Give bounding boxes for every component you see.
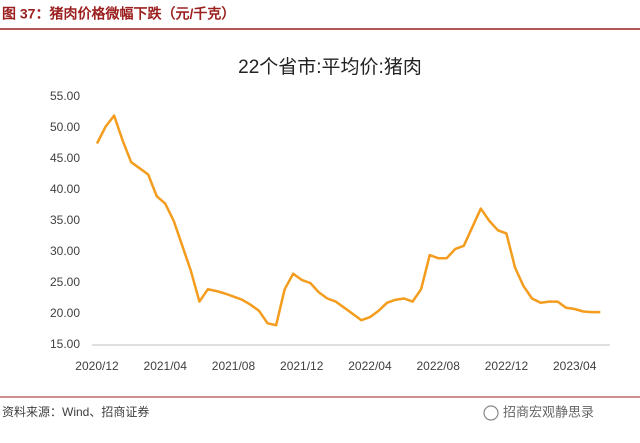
- y-tick-label: 35.00: [50, 213, 80, 227]
- x-tick-label: 2023/04: [553, 359, 597, 373]
- line-series: [95, 114, 601, 327]
- figure-header: 图 37：猪肉价格微幅下跌（元/千克）: [2, 6, 235, 22]
- y-tick-label: 30.00: [50, 244, 80, 258]
- watermark-icon: [483, 405, 499, 421]
- x-tick-label: 2020/12: [75, 359, 119, 373]
- y-tick-label: 50.00: [50, 120, 80, 134]
- x-tick-label: 2021/08: [212, 359, 256, 373]
- y-tick-label: 45.00: [50, 151, 80, 165]
- y-tick-label: 15.00: [50, 337, 80, 351]
- chart-title: 22个省市:平均价:猪肉: [238, 56, 422, 78]
- x-tick-label: 2022/04: [348, 359, 392, 373]
- y-tick-label: 25.00: [50, 275, 80, 289]
- source-note: 资料来源：Wind、招商证券: [2, 404, 149, 419]
- x-tick-label: 2021/04: [144, 359, 188, 373]
- y-tick-label: 55.00: [50, 89, 80, 103]
- y-tick-label: 40.00: [50, 182, 80, 196]
- x-tick-label: 2021/12: [280, 359, 324, 373]
- x-tick-label: 2022/12: [485, 359, 529, 373]
- x-tick-label: 2022/08: [417, 359, 461, 373]
- y-tick-label: 20.00: [50, 306, 80, 320]
- watermark: 招商宏观静思录: [503, 404, 594, 419]
